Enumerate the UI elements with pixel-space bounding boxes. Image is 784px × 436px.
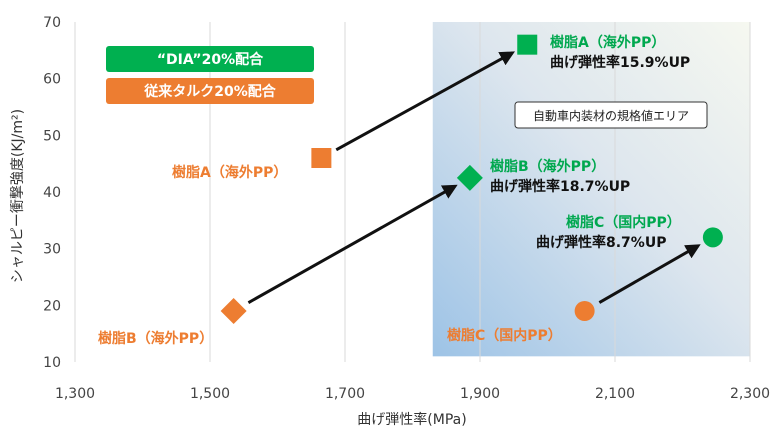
point-label-c-after: 樹脂C（国内PP） bbox=[566, 214, 681, 231]
point-note-c: 曲げ弾性率8.7%UP bbox=[536, 234, 666, 251]
x-tick-label: 1,900 bbox=[460, 386, 500, 402]
legend-label-talc: 従来タルク20%配合 bbox=[143, 83, 277, 100]
data-points bbox=[220, 34, 723, 324]
y-axis-title: シャルピー衝撃強度(KJ/m²) bbox=[10, 109, 26, 283]
y-tick-label: 70 bbox=[43, 15, 61, 31]
spec-region bbox=[432, 22, 750, 357]
point-label-a-after: 樹脂A（海外PP） bbox=[550, 34, 665, 51]
y-tick-label: 20 bbox=[43, 298, 61, 314]
x-tick-label: 2,300 bbox=[730, 386, 770, 402]
legend: “DIA”20%配合 従来タルク20%配合 bbox=[106, 46, 314, 104]
point-label-b-before: 樹脂B（海外PP） bbox=[98, 330, 213, 347]
data-point-diamond bbox=[220, 298, 247, 324]
x-tick-label: 1,700 bbox=[325, 386, 365, 402]
data-point-square bbox=[311, 148, 332, 168]
y-tick-label: 10 bbox=[43, 355, 61, 371]
point-label-b-after: 樹脂B（海外PP） bbox=[490, 158, 605, 175]
y-tick-label: 40 bbox=[43, 185, 61, 201]
region-label-box: 自動車内装材の規格値エリア bbox=[514, 101, 708, 129]
point-label-a-before: 樹脂A（海外PP） bbox=[172, 164, 287, 181]
data-point-diamond bbox=[456, 164, 483, 191]
trend-arrow bbox=[598, 244, 701, 304]
y-tick-label: 50 bbox=[43, 128, 61, 144]
x-tick-label: 2,100 bbox=[595, 386, 635, 402]
legend-label-dia: “DIA”20%配合 bbox=[157, 51, 264, 68]
tick-labels: 1,300 1,500 1,700 1,900 2,100 2,300 10 20 30 40 50… bbox=[43, 15, 770, 402]
y-tick-label: 30 bbox=[43, 242, 61, 258]
y-tick-label: 60 bbox=[43, 72, 61, 88]
x-tick-label: 1,500 bbox=[190, 386, 230, 402]
point-note-b: 曲げ弾性率18.7%UP bbox=[490, 178, 630, 195]
legend-item-talc bbox=[106, 78, 314, 104]
trend-arrow bbox=[335, 51, 515, 152]
point-note-a: 曲げ弾性率15.9%UP bbox=[550, 54, 690, 71]
x-axis-title: 曲げ弾性率(MPa) bbox=[357, 411, 466, 428]
legend-item-dia bbox=[106, 46, 314, 72]
x-tick-label: 1,300 bbox=[55, 386, 95, 402]
data-point-circle bbox=[702, 227, 723, 248]
data-point-circle bbox=[574, 301, 595, 321]
trend-arrow bbox=[247, 184, 458, 304]
point-label-c-before: 樹脂C（国内PP） bbox=[447, 327, 562, 344]
data-point-square bbox=[517, 34, 538, 55]
region-label: 自動車内装材の規格値エリア bbox=[533, 108, 689, 123]
arrows bbox=[247, 51, 701, 304]
